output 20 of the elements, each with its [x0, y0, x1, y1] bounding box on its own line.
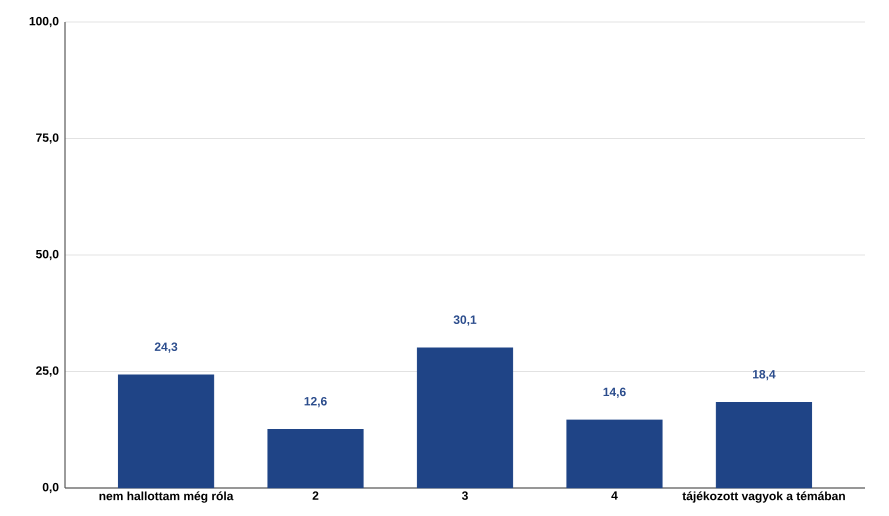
y-tick-label: 0,0	[42, 482, 58, 494]
bar	[267, 429, 364, 488]
x-tick-label: 4	[611, 491, 618, 500]
x-tick-label: 3	[462, 491, 468, 500]
y-tick-label: 25,0	[36, 366, 58, 377]
bar	[416, 347, 514, 488]
y-tick-label: 50,0	[36, 250, 58, 260]
data-label: 18,4	[753, 370, 776, 380]
data-label: 12,6	[304, 396, 327, 408]
bar	[566, 420, 663, 488]
bar	[118, 374, 214, 488]
bar	[716, 402, 812, 488]
y-tick-label: 100,0	[30, 16, 58, 28]
data-label: 30,1	[454, 315, 476, 326]
x-tick-label: 2	[312, 491, 318, 500]
x-tick-label: tájékozott vagyok a témában	[682, 491, 845, 503]
y-tick-label: 75,0	[36, 133, 58, 144]
data-label: 14,6	[604, 388, 626, 398]
x-tick-label: nem hallottam még róla	[100, 491, 234, 503]
data-label: 24,3	[154, 342, 178, 353]
